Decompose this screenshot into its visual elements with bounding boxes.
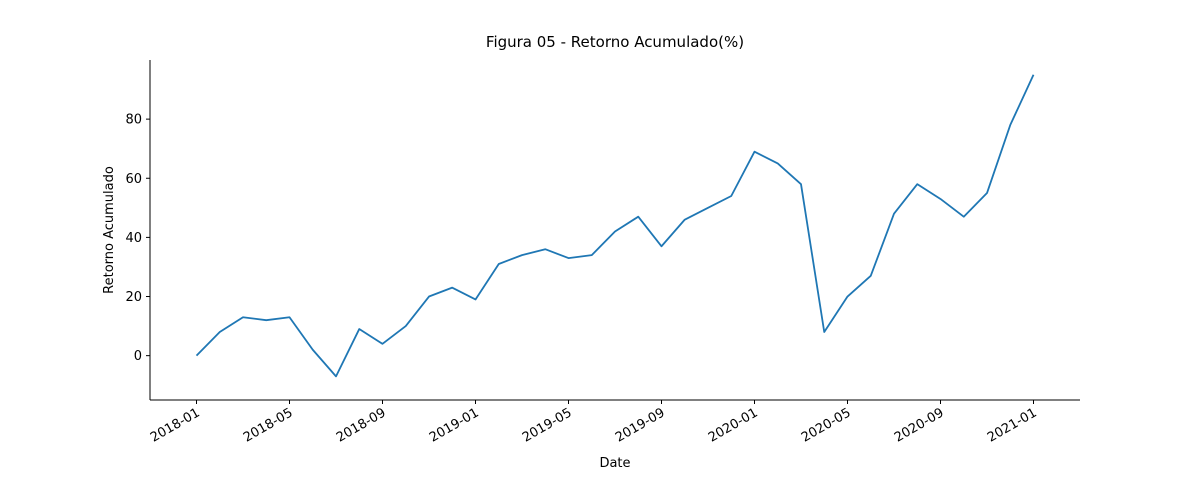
x-tick-label: 2020-05 [799, 405, 854, 445]
y-tick-label: 60 [125, 172, 142, 187]
y-tick-label: 80 [125, 113, 142, 128]
x-tick-label: 2018-05 [241, 405, 296, 445]
x-axis-label: Date [599, 456, 630, 471]
y-tick-label: 40 [125, 231, 142, 246]
y-tick-label: 0 [134, 349, 142, 364]
x-tick-label: 2019-09 [613, 405, 668, 445]
x-tick-label: 2020-09 [892, 405, 947, 445]
x-tick-label: 2021-01 [985, 405, 1040, 445]
x-tick-label: 2018-09 [334, 405, 389, 445]
line-series [195, 74, 1035, 378]
chart-title: Figura 05 - Retorno Acumulado(%) [486, 33, 744, 51]
x-tick-label: 2020-01 [706, 405, 761, 445]
x-tick-label: 2019-01 [427, 405, 482, 445]
x-tick-label: 2018-01 [148, 405, 203, 445]
x-tick-label: 2019-05 [520, 405, 575, 445]
y-axis-label: Retorno Acumulado [102, 166, 117, 294]
y-tick-label: 20 [125, 290, 142, 305]
